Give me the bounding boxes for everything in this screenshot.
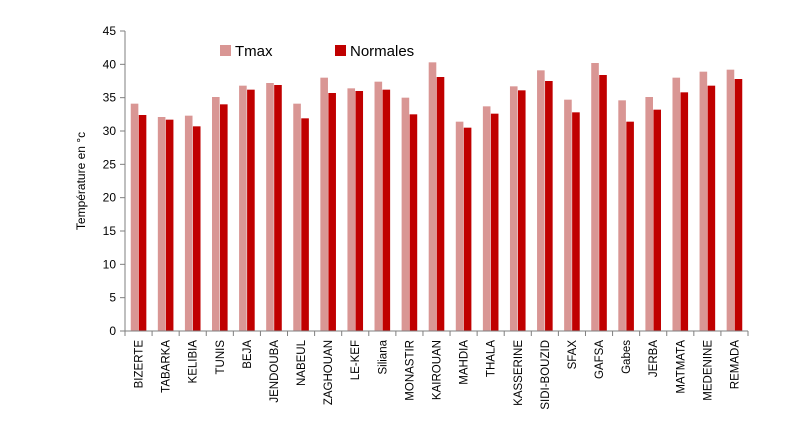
- bar-normales-kasserine: [517, 90, 526, 331]
- y-tick-label: 10: [103, 257, 117, 271]
- bar-normales-gafsa: [599, 75, 607, 331]
- legend-swatch-normales: [335, 45, 346, 56]
- legend: Tmax Normales: [220, 43, 414, 60]
- bar-tmax-le-kef: [347, 88, 356, 331]
- x-tick-label: BEJA: [242, 340, 254, 369]
- bar-tmax-jerba: [645, 97, 653, 331]
- bar-tmax-sfax: [564, 99, 572, 332]
- bar-tmax-monastir: [401, 97, 410, 332]
- bar-normales-sfax: [572, 112, 580, 331]
- x-tick-label: TABARKA: [161, 340, 173, 393]
- x-tick-label: NABEUL: [296, 339, 308, 386]
- bar-tmax-tabarka: [157, 117, 166, 331]
- legend-label-tmax: Tmax: [235, 43, 273, 60]
- bar-normales-tunis: [220, 104, 228, 331]
- x-tick-label: KASSERINE: [513, 340, 525, 406]
- bar-normales-medenine: [707, 85, 716, 332]
- bar-normales-nabeul: [301, 118, 309, 331]
- x-tick-label: BIZERTE: [134, 340, 146, 389]
- bar-normales-mahdia: [463, 127, 472, 332]
- bar-normales-kelibia: [192, 126, 201, 331]
- bar-tmax-medenine: [699, 71, 708, 332]
- x-tick-label: KELIBIA: [188, 340, 200, 384]
- x-labels-group: BIZERTE TABARKA KELIBIA TUNIS BEJA JENDOUBA NA…: [134, 339, 742, 409]
- bar-normales-tabarka: [165, 119, 174, 332]
- y-tick-label: 25: [103, 157, 117, 171]
- x-tick-label: GAFSA: [594, 340, 606, 379]
- x-tick-label: ZAGHOUAN: [323, 340, 335, 405]
- bar-tmax-kasserine: [509, 86, 518, 331]
- bar-tmax-gabes: [618, 100, 626, 331]
- bar-tmax-beja: [239, 85, 247, 332]
- x-tick-label: MONASTIR: [404, 340, 416, 401]
- x-tick-label: REMADA: [729, 340, 741, 390]
- bar-normales-thala: [490, 113, 499, 332]
- y-tick-label: 15: [103, 224, 117, 238]
- bar-tmax-siliana: [374, 81, 383, 332]
- bar-tmax-kairouan: [428, 62, 437, 331]
- x-tick-label: LE-KEF: [350, 340, 362, 380]
- bar-normales-beja: [247, 89, 255, 332]
- x-tick-label: SIDI-BOUZID: [540, 340, 552, 410]
- y-tick-label: 35: [103, 91, 117, 105]
- bar-normales-le-kef: [355, 91, 364, 331]
- bar-tmax-kelibia: [184, 115, 193, 332]
- x-tick-label: MEDENINE: [702, 340, 714, 401]
- bar-normales-jendouba: [274, 85, 282, 331]
- x-tick-label: MAHDIA: [459, 340, 471, 385]
- x-tick-label: TUNIS: [215, 340, 227, 375]
- y-tick-label: 0: [109, 324, 116, 338]
- bar-normales-sidi-bouzid: [545, 81, 553, 331]
- y-tick-label: 20: [103, 191, 117, 205]
- y-tick-label: 5: [109, 291, 116, 305]
- legend-swatch-tmax: [220, 45, 231, 56]
- x-tick-label: JERBA: [648, 340, 660, 377]
- bar-tmax-nabeul: [293, 103, 301, 332]
- y-tick-label: 40: [103, 57, 117, 71]
- bar-normales-remada: [734, 79, 743, 331]
- bar-normales-matmata: [680, 92, 689, 331]
- x-tick-label: Siliana: [377, 339, 389, 374]
- bar-tmax-bizerte: [130, 103, 139, 332]
- bar-tmax-tunis: [212, 97, 220, 331]
- x-tick-label: KAIROUAN: [432, 340, 444, 400]
- legend-label-normales: Normales: [350, 43, 414, 60]
- bar-tmax-remada: [726, 69, 735, 332]
- x-tick-label: THALA: [486, 340, 498, 377]
- x-tick-label: SFAX: [567, 340, 579, 370]
- y-tick-label: 45: [103, 24, 117, 38]
- bar-normales-kairouan: [436, 77, 445, 331]
- bar-normales-zaghouan: [328, 93, 336, 331]
- bar-tmax-zaghouan: [320, 77, 328, 332]
- bar-tmax-jendouba: [266, 83, 274, 331]
- x-tick-label: Gabes: [621, 340, 633, 374]
- bar-tmax-sidi-bouzid: [537, 70, 545, 331]
- x-tick-label: MATMATA: [675, 340, 687, 394]
- bar-normales-jerba: [653, 109, 661, 332]
- bar-normales-bizerte: [138, 115, 147, 331]
- y-axis-title: Température en °c: [74, 132, 88, 230]
- bar-normales-monastir: [409, 114, 418, 331]
- bar-tmax-matmata: [672, 77, 681, 332]
- bar-normales-gabes: [626, 121, 634, 332]
- bar-tmax-mahdia: [455, 121, 464, 332]
- bars-group: [130, 62, 743, 332]
- bar-tmax-thala: [482, 106, 491, 331]
- y-tick-label: 30: [103, 124, 117, 138]
- bar-tmax-gafsa: [591, 63, 599, 331]
- y-ticks-group: 0 5 10 15 20 25 30 35 40 45: [103, 24, 749, 338]
- bar-normales-siliana: [382, 89, 391, 332]
- x-tick-label: JENDOUBA: [269, 340, 281, 403]
